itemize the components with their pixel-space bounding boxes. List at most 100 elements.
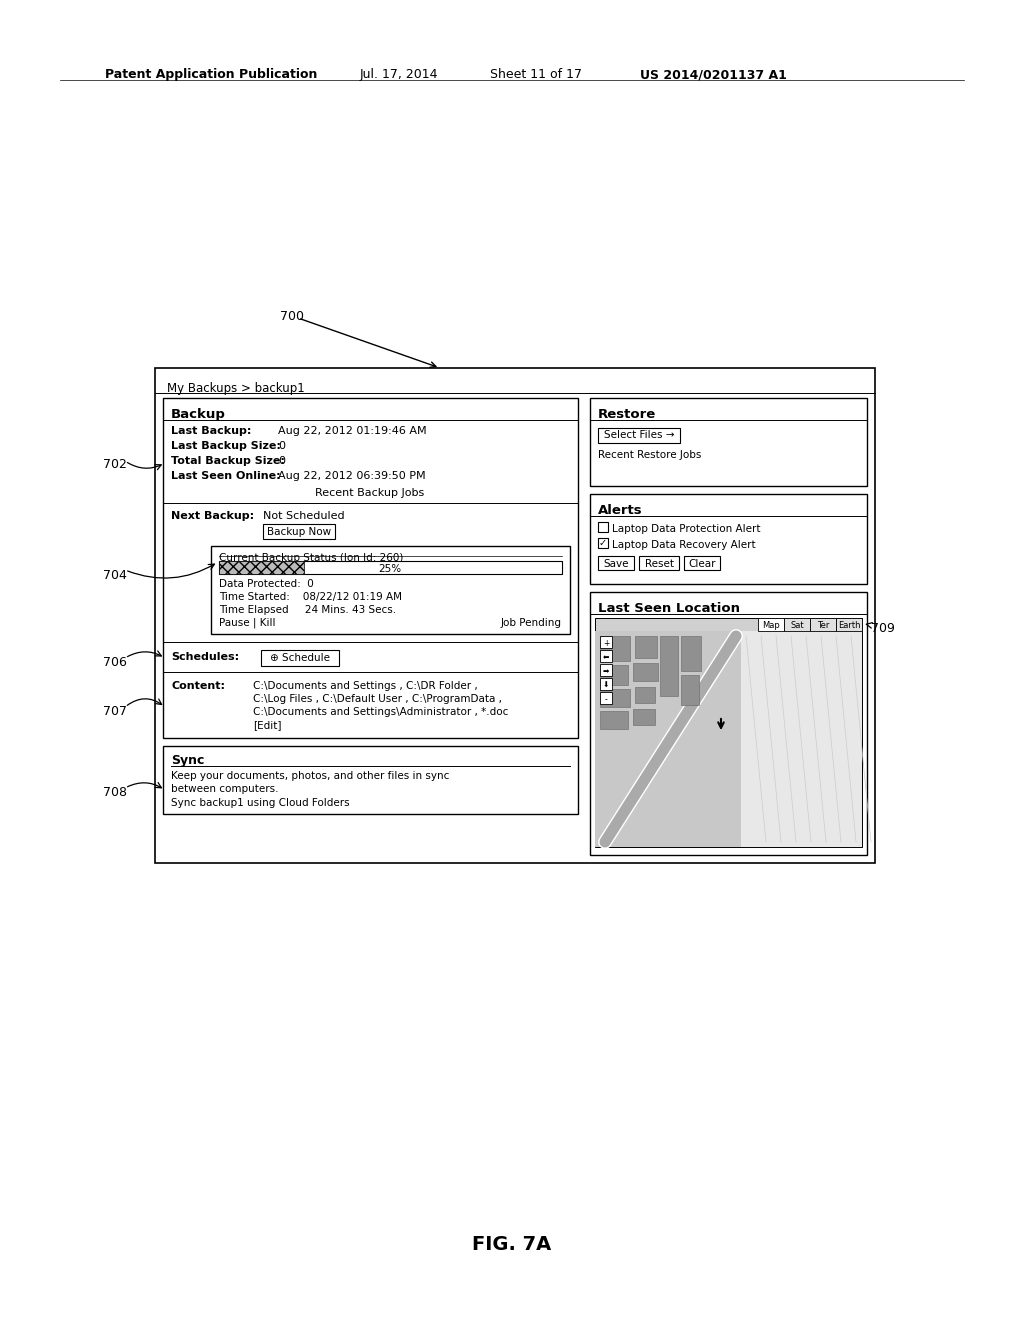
Bar bbox=[590, 494, 867, 583]
Text: Not Scheduled: Not Scheduled bbox=[263, 511, 345, 521]
Bar bbox=[810, 618, 836, 631]
Text: Data Protected:  0: Data Protected: 0 bbox=[219, 579, 313, 589]
Bar bbox=[211, 546, 570, 634]
Bar bbox=[639, 556, 679, 570]
Text: ⬅: ⬅ bbox=[603, 653, 609, 663]
Text: Aug 22, 2012 01:19:46 AM: Aug 22, 2012 01:19:46 AM bbox=[278, 426, 427, 436]
Text: Schedules:: Schedules: bbox=[171, 652, 240, 663]
Text: ⬇: ⬇ bbox=[603, 681, 609, 690]
Text: 25%: 25% bbox=[379, 564, 401, 574]
Text: 704: 704 bbox=[103, 569, 127, 582]
Text: Total Backup Size:: Total Backup Size: bbox=[171, 455, 285, 466]
Text: US 2014/0201137 A1: US 2014/0201137 A1 bbox=[640, 69, 786, 81]
Text: Last Backup:: Last Backup: bbox=[171, 426, 251, 436]
Bar bbox=[836, 618, 862, 631]
Text: 708: 708 bbox=[103, 785, 127, 799]
Bar bbox=[590, 591, 867, 855]
Bar bbox=[635, 686, 655, 704]
Text: Keep your documents, photos, and other files in sync: Keep your documents, photos, and other f… bbox=[171, 771, 450, 781]
Text: -: - bbox=[604, 696, 607, 704]
Bar bbox=[155, 368, 874, 863]
Bar bbox=[219, 561, 562, 574]
Text: ✓: ✓ bbox=[599, 539, 607, 548]
Text: Current Backup Status (Jon Id: 260): Current Backup Status (Jon Id: 260) bbox=[219, 553, 403, 564]
Text: Content:: Content: bbox=[171, 681, 225, 690]
Text: ⊕ Schedule: ⊕ Schedule bbox=[270, 653, 330, 663]
Text: My Backups > backup1: My Backups > backup1 bbox=[167, 381, 305, 395]
Bar bbox=[595, 618, 862, 847]
Bar bbox=[600, 636, 612, 648]
Text: FIG. 7A: FIG. 7A bbox=[472, 1236, 552, 1254]
Text: 709: 709 bbox=[871, 622, 895, 635]
Bar bbox=[758, 618, 784, 631]
Bar bbox=[598, 556, 634, 570]
Bar bbox=[263, 524, 335, 539]
Bar bbox=[633, 709, 655, 725]
Text: Job Pending: Job Pending bbox=[501, 618, 562, 628]
Bar bbox=[163, 399, 578, 738]
Text: Next Backup:: Next Backup: bbox=[171, 511, 254, 521]
Text: Sheet 11 of 17: Sheet 11 of 17 bbox=[490, 69, 582, 81]
Bar bbox=[635, 636, 657, 657]
Text: Reset: Reset bbox=[644, 558, 674, 569]
Text: 0: 0 bbox=[278, 455, 285, 466]
Bar bbox=[595, 631, 741, 847]
Text: C:\Documents and Settings , C:\DR Folder ,: C:\Documents and Settings , C:\DR Folder… bbox=[253, 681, 478, 690]
Text: Ter: Ter bbox=[817, 620, 829, 630]
Text: 702: 702 bbox=[103, 458, 127, 471]
Text: Last Seen Location: Last Seen Location bbox=[598, 602, 740, 615]
Text: between computers.: between computers. bbox=[171, 784, 279, 795]
Text: Last Seen Online:: Last Seen Online: bbox=[171, 471, 281, 480]
Text: Laptop Data Protection Alert: Laptop Data Protection Alert bbox=[612, 524, 761, 535]
Bar bbox=[600, 649, 612, 663]
Text: Save: Save bbox=[603, 558, 629, 569]
Bar bbox=[784, 618, 810, 631]
Bar bbox=[598, 539, 608, 548]
Text: Last Backup Size:: Last Backup Size: bbox=[171, 441, 281, 451]
Text: Restore: Restore bbox=[598, 408, 656, 421]
Bar bbox=[600, 689, 630, 708]
Text: Sync backup1 using Cloud Folders: Sync backup1 using Cloud Folders bbox=[171, 799, 349, 808]
Bar bbox=[163, 746, 578, 814]
Bar bbox=[600, 664, 612, 676]
Bar bbox=[681, 636, 701, 671]
Bar bbox=[600, 711, 628, 729]
Text: C:\Documents and Settings\Administrator , *.doc: C:\Documents and Settings\Administrator … bbox=[253, 708, 508, 717]
Text: Backup Now: Backup Now bbox=[267, 527, 331, 537]
Bar bbox=[681, 675, 699, 705]
Bar bbox=[598, 521, 608, 532]
Text: Alerts: Alerts bbox=[598, 504, 643, 517]
Text: Sync: Sync bbox=[171, 754, 205, 767]
Text: Recent Backup Jobs: Recent Backup Jobs bbox=[315, 488, 425, 498]
Text: Clear: Clear bbox=[688, 558, 716, 569]
Text: ➡: ➡ bbox=[603, 667, 609, 676]
Text: 700: 700 bbox=[280, 310, 304, 323]
Text: Time Started:    08/22/12 01:19 AM: Time Started: 08/22/12 01:19 AM bbox=[219, 591, 402, 602]
Bar bbox=[598, 428, 680, 444]
Bar bbox=[633, 663, 658, 681]
Text: Earth: Earth bbox=[838, 620, 860, 630]
Bar bbox=[590, 399, 867, 486]
Bar bbox=[219, 561, 304, 574]
Text: Laptop Data Recovery Alert: Laptop Data Recovery Alert bbox=[612, 540, 756, 550]
Bar bbox=[600, 665, 628, 685]
Text: Jul. 17, 2014: Jul. 17, 2014 bbox=[360, 69, 438, 81]
Text: Pause | Kill: Pause | Kill bbox=[219, 618, 275, 628]
Bar bbox=[684, 556, 720, 570]
Text: 706: 706 bbox=[103, 656, 127, 669]
Bar bbox=[741, 631, 862, 847]
Text: 707: 707 bbox=[103, 705, 127, 718]
Bar bbox=[600, 678, 612, 690]
Text: [Edit]: [Edit] bbox=[253, 719, 282, 730]
Bar bbox=[261, 649, 339, 667]
Text: Patent Application Publication: Patent Application Publication bbox=[105, 69, 317, 81]
Text: Time Elapsed     24 Mins. 43 Secs.: Time Elapsed 24 Mins. 43 Secs. bbox=[219, 605, 396, 615]
Text: Backup: Backup bbox=[171, 408, 226, 421]
Text: C:\Log Files , C:\Default User , C:\ProgramData ,: C:\Log Files , C:\Default User , C:\Prog… bbox=[253, 694, 502, 704]
Text: 0: 0 bbox=[278, 441, 285, 451]
Text: Map: Map bbox=[762, 620, 780, 630]
Bar bbox=[600, 692, 612, 704]
Text: Sat: Sat bbox=[791, 620, 804, 630]
Text: +: + bbox=[603, 639, 609, 648]
Text: Recent Restore Jobs: Recent Restore Jobs bbox=[598, 450, 701, 459]
